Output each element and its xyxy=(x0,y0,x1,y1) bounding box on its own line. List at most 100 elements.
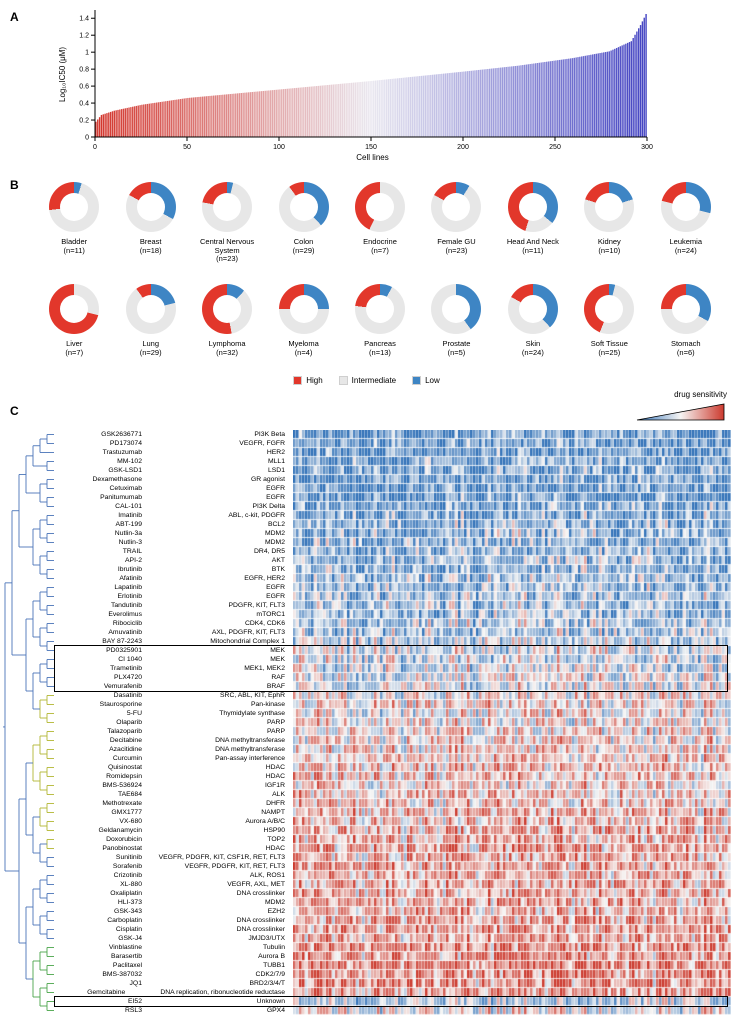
donut-hole xyxy=(213,193,242,221)
donut-count: (n=11) xyxy=(522,245,544,255)
target-label: HDAC xyxy=(265,764,285,771)
drug-label: Crizotinib xyxy=(113,872,142,879)
heatmap-row: Nutlin-3 MDM2 xyxy=(52,538,290,547)
heatmap-row: Crizotinib ALK, ROS1 xyxy=(52,871,290,880)
drug-label: Everolimus xyxy=(108,611,142,618)
drug-label: GSK-LSD1 xyxy=(108,467,142,474)
target-label: CDK2/7/9 xyxy=(255,971,285,978)
heatmap-row: TAE684 ALK xyxy=(52,790,290,799)
heatmap-row: Doxorubicin TOP2 xyxy=(52,835,290,844)
target-label: GPX4 xyxy=(266,1007,285,1014)
donut-count: (n=11) xyxy=(63,245,85,255)
target-label: BCL2 xyxy=(267,521,285,528)
donut-chart xyxy=(507,284,558,334)
heatmap-row: JQ1 BRD2/3/4/T xyxy=(52,979,290,988)
donut-label: Liver (n=7) xyxy=(37,339,111,374)
heatmap-row: Everolimus mTORC1 xyxy=(52,610,290,619)
target-label: EGFR xyxy=(266,485,285,492)
drug-label: Methotrexate xyxy=(102,800,142,807)
donut-label: Kidney (n=10) xyxy=(572,237,646,272)
drug-label: Talazoparib xyxy=(107,728,142,735)
target-label: Mitochondrial Complex 1 xyxy=(210,638,285,645)
drug-sensitivity-gradient-icon xyxy=(636,403,725,421)
donut-label: Soft Tissue (n=25) xyxy=(572,339,646,374)
drug-label: HLI-373 xyxy=(117,899,142,906)
heatmap-row: PD0325901 MEK xyxy=(52,646,290,655)
donut-hole xyxy=(442,295,471,323)
x-tick-label: 0 xyxy=(93,144,97,151)
heatmap-row: Dasatinib SRC, ABL, KIT, EphR xyxy=(52,691,290,700)
donut-count: (n=13) xyxy=(369,347,391,357)
target-label: BTK xyxy=(271,566,285,573)
target-label: ALK xyxy=(272,791,285,798)
drug-label: API-2 xyxy=(125,557,142,564)
y-tick-label: 1.4 xyxy=(79,16,89,23)
target-label: DR4, DR5 xyxy=(254,548,285,555)
target-label: Pan-assay interference xyxy=(215,755,285,762)
donut-hole xyxy=(595,193,624,221)
drug-label: CAL-101 xyxy=(115,503,142,510)
target-label: HSP90 xyxy=(263,827,285,834)
target-label: GR agonist xyxy=(250,476,285,483)
target-label: VEGFR, PDGFR, KIT, RET, FLT3 xyxy=(184,863,285,870)
target-label: PARP xyxy=(266,728,285,735)
drug-heatmap: GSK2636771 PI3K Beta PD173074 VEGFR, FGFR Tr… xyxy=(0,430,733,1015)
donut-name: Soft Tissue xyxy=(590,339,628,348)
dendrogram xyxy=(3,434,54,1011)
drug-label: Ribociclib xyxy=(112,620,142,627)
heatmap-row: Talazoparib PARP xyxy=(52,727,290,736)
drug-label: JQ1 xyxy=(129,980,142,987)
donut-cell: Lung (n=29) xyxy=(112,284,188,374)
heatmap-row: GSK2636771 PI3K Beta xyxy=(52,430,290,439)
target-label: BRD2/3/4/T xyxy=(249,980,285,987)
drug-label: Romidepsin xyxy=(106,773,142,780)
target-label: DNA methyltransferase xyxy=(215,737,285,744)
donut-chart xyxy=(507,182,558,232)
donut-cell: Stomach (n=6) xyxy=(648,284,724,374)
donut-cell: Skin (n=24) xyxy=(495,284,571,374)
drug-label: MM-102 xyxy=(117,458,142,465)
drug-label: BMS-387032 xyxy=(102,971,142,978)
donut-chart xyxy=(202,284,253,334)
donut-hole xyxy=(213,295,242,323)
drug-label: Olaparib xyxy=(116,719,142,726)
heatmap-row: PLX4720 RAF xyxy=(52,673,290,682)
donut-hole xyxy=(671,295,700,323)
heatmap-row: Imatinib ABL, c-kit, PDGFR xyxy=(52,511,290,520)
donut-label: Prostate (n=5) xyxy=(419,339,493,374)
heatmap-row: Romidepsin HDAC xyxy=(52,772,290,781)
donut-cell: Female GU (n=23) xyxy=(418,182,494,272)
drug-label: PLX4720 xyxy=(114,674,142,681)
target-label: MEK xyxy=(270,647,285,654)
donut-count: (n=23) xyxy=(445,245,468,255)
legend-label: Intermediate xyxy=(351,376,397,385)
target-label: MDM2 xyxy=(264,539,285,546)
target-label: EGFR xyxy=(266,494,285,501)
target-label: Thymidylate synthase xyxy=(219,710,285,717)
donut-label: Skin (n=24) xyxy=(496,339,570,374)
highlight-box xyxy=(54,645,728,692)
donut-chart xyxy=(584,284,635,334)
donut-chart xyxy=(354,284,405,334)
heatmap-row: Sunitinib VEGFR, PDGFR, KIT, CSF1R, RET, … xyxy=(52,853,290,862)
heatmap-row: GSK-343 EZH2 xyxy=(52,907,290,916)
donut-label: Endocrine (n=7) xyxy=(343,237,417,272)
heatmap-row: BMS-387032 CDK2/7/9 xyxy=(52,970,290,979)
donut-cell: Colon (n=29) xyxy=(265,182,341,272)
target-label: NAMPT xyxy=(261,809,285,816)
drug-label: Erlotinib xyxy=(117,593,142,600)
heatmap-row: Curcumin Pan-assay interference xyxy=(52,754,290,763)
legend-label: High xyxy=(306,376,323,385)
drug-label: BAY 87-2243 xyxy=(102,638,142,645)
target-label: VEGFR, AXL, MET xyxy=(227,881,285,888)
donut-hole xyxy=(289,295,318,323)
heatmap-row: Geldanamycin HSP90 xyxy=(52,826,290,835)
target-label: Pan-kinase xyxy=(250,701,285,708)
heatmap-row: Nutlin-3a MDM2 xyxy=(52,529,290,538)
drug-label: Ibrutinib xyxy=(117,566,142,573)
drug-label: Staurosporine xyxy=(99,701,142,708)
target-label: AXL, PDGFR, KIT, FLT3 xyxy=(211,629,285,636)
drug-sensitivity-legend-title: drug sensitivity xyxy=(674,390,727,399)
target-label: DNA crosslinker xyxy=(236,917,285,924)
donut-count: (n=10) xyxy=(598,245,621,255)
